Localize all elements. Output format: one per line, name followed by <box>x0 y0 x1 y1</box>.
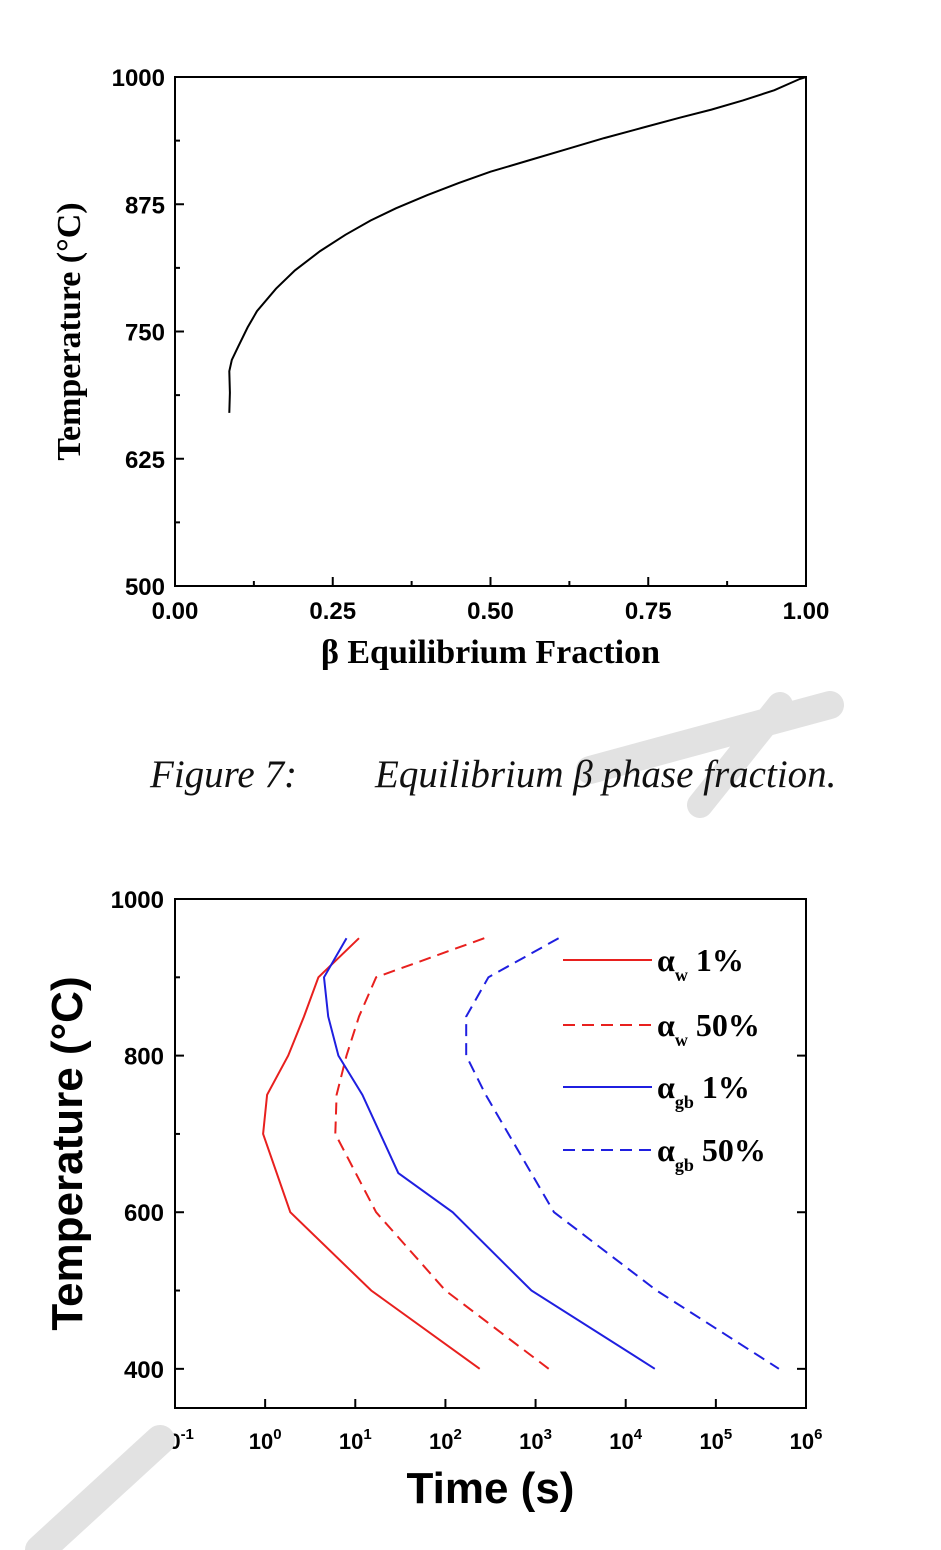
y-tick-label: 400 <box>124 1357 164 1384</box>
x-tick-label: 0.00 <box>152 598 199 625</box>
watermark-stroke <box>25 1425 175 1550</box>
series-line <box>228 76 807 413</box>
chart-beta-fraction: 0.00 0.25 0.50 0.75 1.00 500 625 750 875 1000 β Eq… <box>51 65 829 671</box>
x-tick-label: 101 <box>339 1426 372 1454</box>
y-tick-label: 625 <box>125 447 165 474</box>
y-tick-label: 750 <box>125 320 165 347</box>
watermark-stroke <box>687 692 793 818</box>
legend-label: αgb 50% <box>657 1132 766 1175</box>
chart-time-temperature: 10-1 100 101 102 103 104 105 1064006008001000Ti… <box>43 887 822 1513</box>
x-tick-label: 1.00 <box>783 598 830 625</box>
x-tick-label: 0.50 <box>467 598 514 625</box>
watermark <box>25 691 844 1550</box>
y-tick-label: 500 <box>125 574 165 601</box>
y-tick-label: 800 <box>124 1044 164 1071</box>
y-axis-label: Temperature (°C) <box>51 202 88 460</box>
x-axis-label: β Equilibrium Fraction <box>321 634 660 671</box>
x-tick-label: 103 <box>519 1426 552 1454</box>
caption-label: Figure 7: <box>150 753 297 796</box>
y-tick-label: 600 <box>124 1200 164 1227</box>
x-tick-label: 104 <box>609 1426 642 1454</box>
legend: αw 1% αw 50% αgb 1% αgb 50% <box>563 942 766 1175</box>
y-tick-label: 1000 <box>111 887 164 914</box>
x-tick-label: 0.25 <box>309 598 356 625</box>
plot-frame <box>174 76 807 587</box>
y-axis-label: Temperature (°C) <box>43 976 92 1330</box>
watermark-stroke <box>576 691 844 784</box>
series-line <box>465 937 780 1370</box>
x-tick-label: 105 <box>699 1426 732 1454</box>
x-tick-label: 100 <box>249 1426 282 1454</box>
series-line <box>262 937 481 1370</box>
caption-text: Equilibrium β phase fraction. <box>375 753 837 796</box>
x-axis-label: Time (s) <box>407 1464 575 1513</box>
series-line <box>334 937 550 1370</box>
x-tick-label: 0.75 <box>625 598 672 625</box>
series-line <box>322 937 656 1370</box>
y-tick-label: 1000 <box>112 65 165 92</box>
plot-frame <box>174 898 807 1409</box>
x-tick-label: 102 <box>429 1426 462 1454</box>
y-tick-label: 875 <box>125 192 165 219</box>
legend-label: αw 50% <box>657 1007 760 1050</box>
legend-label: αw 1% <box>657 942 744 985</box>
legend-label: αgb 1% <box>657 1069 750 1112</box>
x-tick-label: 106 <box>790 1426 823 1454</box>
